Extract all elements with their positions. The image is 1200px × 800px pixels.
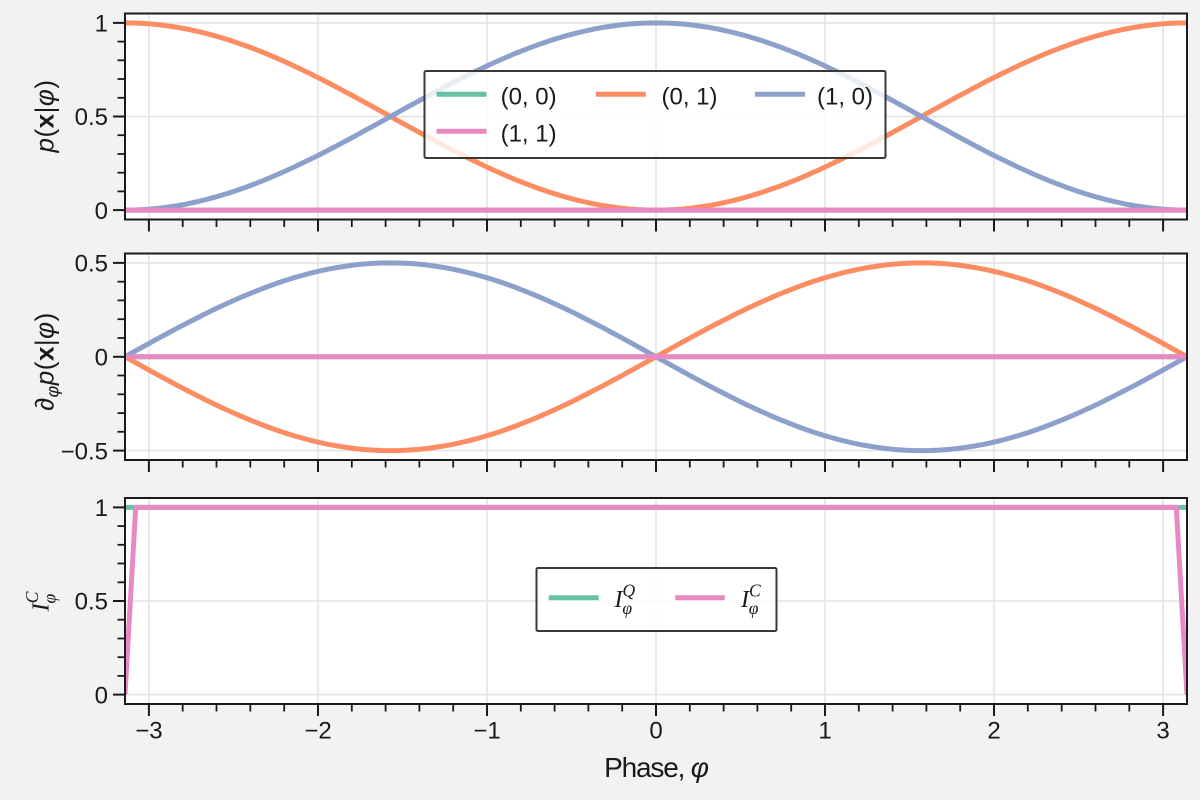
svg-text:(1, 1): (1, 1) [501,121,557,148]
svg-text:−3: −3 [135,718,162,745]
svg-text:−2: −2 [304,718,331,745]
svg-text:(0, 1): (0, 1) [662,84,718,111]
svg-text:1: 1 [95,495,108,522]
svg-text:p(x|φ): p(x|φ) [30,79,60,153]
svg-text:Phase, φ: Phase, φ [604,752,709,783]
svg-text:−0.5: −0.5 [61,438,108,465]
svg-text:0.5: 0.5 [75,251,108,278]
svg-text:0: 0 [649,718,662,745]
svg-text:0: 0 [95,682,108,709]
svg-text:1: 1 [818,718,831,745]
svg-text:−1: −1 [473,718,500,745]
svg-text:ICφ: ICφ [22,591,60,612]
svg-text:0.5: 0.5 [75,104,108,131]
svg-text:0: 0 [95,344,108,371]
svg-text:2: 2 [987,718,1000,745]
svg-text:0.5: 0.5 [75,589,108,616]
svg-text:IQφ: IQ φ [614,581,636,619]
svg-text:(0, 0): (0, 0) [501,84,557,111]
svg-text:(1, 0): (1, 0) [817,84,873,111]
svg-text:3: 3 [1156,718,1169,745]
svg-text:ICφ: ICφ [740,581,761,619]
svg-text:1: 1 [95,11,108,38]
svg-text:0: 0 [95,198,108,225]
